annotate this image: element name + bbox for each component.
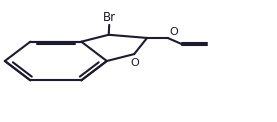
Text: O: O	[169, 27, 178, 37]
Text: Br: Br	[103, 11, 116, 24]
Text: O: O	[130, 58, 139, 68]
